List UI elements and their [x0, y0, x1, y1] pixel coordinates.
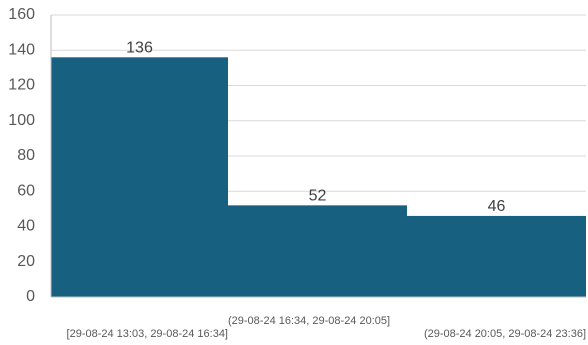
data-label-1: 136 — [126, 39, 153, 56]
y-tick-label: 0 — [26, 288, 35, 305]
y-tick-label: 80 — [17, 147, 35, 164]
y-tick-label: 20 — [17, 253, 35, 270]
data-label-3: 46 — [488, 198, 506, 215]
bars — [51, 57, 586, 297]
y-tick-label: 40 — [17, 218, 35, 235]
x-tick-label-2: (29-08-24 16:34, 29-08-24 20:05] — [228, 315, 390, 327]
data-labels: 136 52 46 — [126, 39, 505, 215]
y-tick-label: 140 — [8, 41, 35, 58]
axes: 0 20 40 60 80 100 120 140 160 [29-08-24 13:03, 29… — [8, 6, 586, 340]
bar-3 — [407, 215, 586, 297]
data-label-2: 52 — [309, 187, 327, 204]
y-tick-label: 60 — [17, 182, 35, 199]
bar-1 — [51, 57, 228, 297]
y-tick-label: 120 — [8, 77, 35, 94]
bar-2 — [228, 205, 407, 297]
x-tick-label-1: [29-08-24 13:03, 29-08-24 16:34] — [67, 328, 228, 340]
y-tick-label: 160 — [8, 6, 35, 23]
y-tick-label: 100 — [8, 112, 35, 129]
x-tick-label-3: (29-08-24 20:05, 29-08-24 23:36] — [424, 328, 586, 340]
